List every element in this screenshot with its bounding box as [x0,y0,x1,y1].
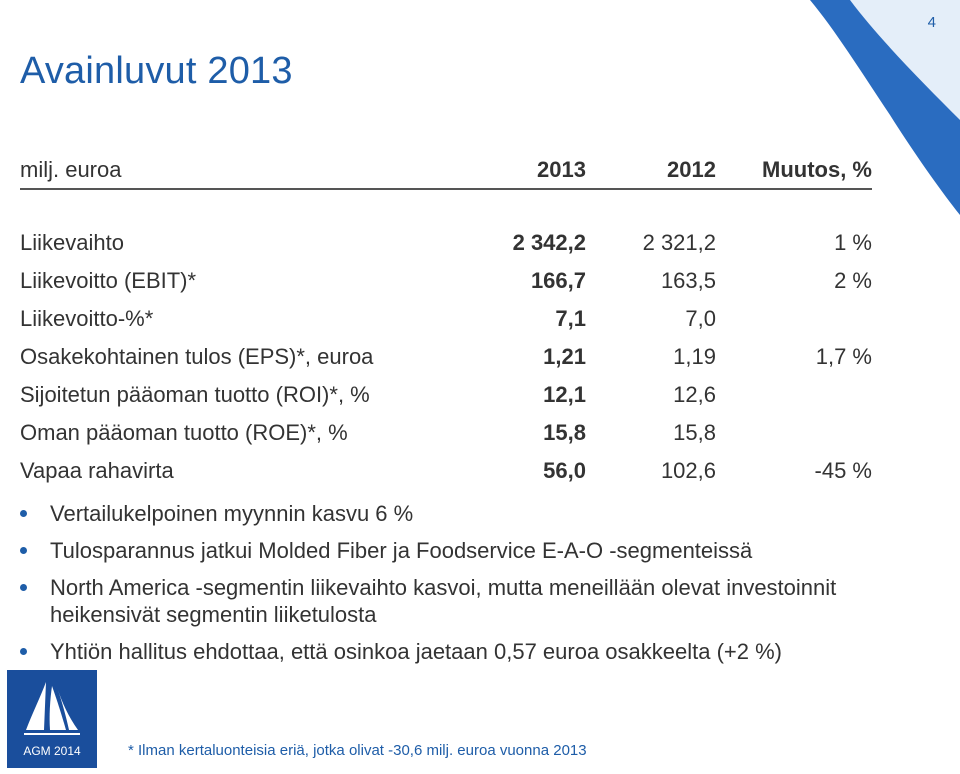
header-unit: milj. euroa [20,152,490,190]
list-item: North America -segmentin liikevaihto kas… [20,574,920,628]
key-figures-table: milj. euroa 2013 2012 Muutos, % Liikevai… [20,152,872,490]
value-2013: 7,1 [555,306,586,331]
bullet-text: North America -segmentin liikevaihto kas… [50,575,837,627]
company-logo: AGM 2014 [7,670,97,768]
bullet-icon [20,547,27,554]
table-row: Liikevoitto (EBIT)* 166,7 163,5 2 % [20,262,872,300]
table-row: Liikevaihto 2 342,2 2 321,2 1 % [20,224,872,262]
table-row: Osakekohtainen tulos (EPS)*, euroa 1,21 … [20,338,872,376]
row-label: Liikevoitto (EBIT)* [20,268,197,293]
list-item: Yhtiön hallitus ehdottaa, että osinkoa j… [20,638,920,665]
table-row: Liikevoitto-%* 7,1 7,0 [20,300,872,338]
value-change: 2 % [834,268,872,293]
value-2013: 166,7 [530,268,586,293]
row-label: Oman pääoman tuotto (ROE)*, % [20,420,348,445]
value-2013: 12,1 [543,382,586,407]
value-2013: 2 342,2 [512,230,586,255]
header-change: Muutos, % [716,152,872,190]
sailboat-icon [24,682,80,735]
bullet-icon [20,510,27,517]
bullet-text: Vertailukelpoinen myynnin kasvu 6 % [50,501,414,526]
page-title: Avainluvut 2013 [20,50,293,92]
list-item: Vertailukelpoinen myynnin kasvu 6 % [20,500,920,527]
row-label: Osakekohtainen tulos (EPS)*, euroa [20,344,374,369]
agm-label: AGM 2014 [23,744,81,758]
table-row: Vapaa rahavirta 56,0 102,6 -45 % [20,452,872,490]
row-label: Liikevaihto [20,230,124,255]
value-2013: 15,8 [543,420,586,445]
value-2013: 56,0 [543,458,586,483]
row-label: Sijoitetun pääoman tuotto (ROI)*, % [20,382,370,407]
row-label: Vapaa rahavirta [20,458,174,483]
page-number: 4 [927,14,936,31]
value-change [716,414,872,452]
value-2012: 7,0 [685,306,716,331]
table-spacer [20,189,872,224]
header-2012: 2012 [586,152,716,190]
value-2012: 163,5 [660,268,716,293]
value-change: 1,7 % [815,344,872,369]
value-change: -45 % [814,458,872,483]
value-2012: 1,19 [673,344,716,369]
table-row: Oman pääoman tuotto (ROE)*, % 15,8 15,8 [20,414,872,452]
value-change: 1 % [834,230,872,255]
highlights-list: Vertailukelpoinen myynnin kasvu 6 % Tulo… [20,500,920,675]
footnote: * Ilman kertaluonteisia eriä, jotka oliv… [128,742,587,759]
table-row: Sijoitetun pääoman tuotto (ROI)*, % 12,1… [20,376,872,414]
header-2013: 2013 [490,152,586,190]
value-change [716,300,872,338]
table-header-row: milj. euroa 2013 2012 Muutos, % [20,152,872,190]
bullet-icon [20,648,27,655]
bullet-text: Yhtiön hallitus ehdottaa, että osinkoa j… [50,639,782,664]
value-change [716,376,872,414]
bullet-icon [20,584,27,591]
bullet-text: Tulosparannus jatkui Molded Fiber ja Foo… [50,538,753,563]
value-2012: 2 321,2 [642,230,716,255]
value-2012: 15,8 [673,420,716,445]
list-item: Tulosparannus jatkui Molded Fiber ja Foo… [20,537,920,564]
value-2012: 12,6 [673,382,716,407]
row-label: Liikevoitto-%* [20,306,154,331]
value-2012: 102,6 [660,458,716,483]
value-2013: 1,21 [543,344,586,369]
